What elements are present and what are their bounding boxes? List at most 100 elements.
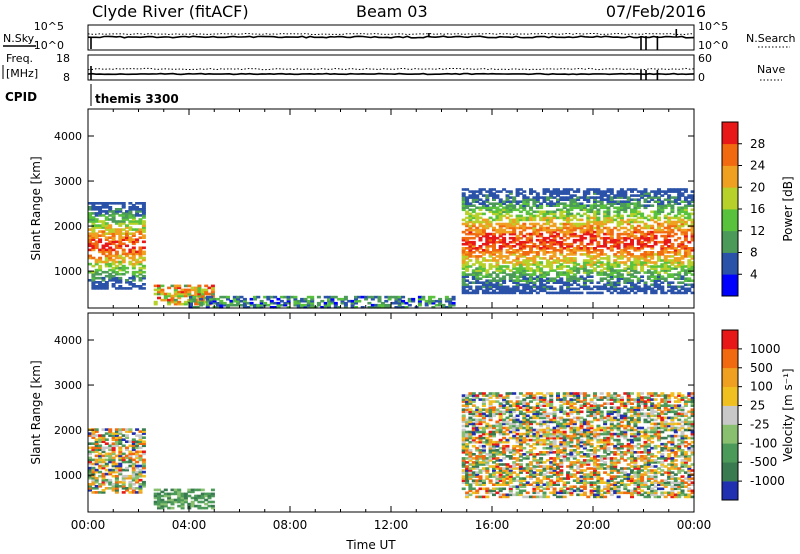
power-cell [630,198,634,201]
power-cell [529,263,533,266]
power-cell [545,212,550,216]
power-cell [562,283,567,287]
power-cell [209,301,214,305]
power-cell [495,240,500,244]
power-cell [475,214,480,218]
power-cell [518,224,523,228]
velocity-cell [566,422,571,426]
power-cell [643,251,648,254]
power-cell [556,259,560,262]
velocity-cell [94,476,99,480]
velocity-cell [121,444,126,448]
power-cell [687,216,692,220]
velocity-cell [549,463,554,466]
power-cell [582,267,587,270]
power-cell [138,287,143,290]
power-cell [562,216,567,220]
velocity-cell [582,404,587,407]
velocity-cell [173,488,178,492]
power-cell [468,287,473,291]
power-cell [104,250,109,254]
velocity-cell [173,498,178,502]
velocity-cell [535,402,540,405]
power-cell [687,271,692,274]
velocity-cell [180,492,185,496]
power-cell [562,192,567,195]
power-cell [141,258,146,262]
power-cell [616,269,621,272]
velocity-cell [518,444,523,448]
power-cell [603,245,608,248]
velocity-cell [505,432,510,436]
power-cell [545,198,550,201]
velocity-cell [114,436,119,439]
power-cell [114,244,119,248]
velocity-cell [468,489,473,493]
power-cell [582,208,587,212]
power-cell [643,291,648,295]
velocity-cell [542,477,547,480]
power-cell [111,214,116,217]
velocity-cell [101,491,106,494]
power-cell [643,287,648,291]
power-cell [660,190,665,193]
power-cell [522,198,527,201]
velocity-cell [88,468,92,472]
velocity-cell [599,467,604,470]
power-cell [562,234,567,238]
power-cell [535,198,540,201]
velocity-cell [566,459,571,462]
power-cell [569,198,574,201]
velocity-cell [461,398,466,401]
power-cell [599,257,604,260]
power-cell [108,214,113,217]
power-cell [266,295,271,299]
power-cell [488,283,493,287]
power-cell [135,240,140,244]
velocity-cell [518,422,523,426]
power-cell [535,265,540,268]
velocity-cell [545,459,550,462]
power-cell [417,301,422,305]
power-cell [653,242,658,246]
velocity-cell [131,452,136,456]
velocity-cell [596,467,601,470]
noise-spikes [90,29,678,50]
power-cell [522,208,527,212]
power-cell [643,263,648,266]
power-cell [498,222,503,226]
power-cell [91,279,96,282]
power-cell [596,242,601,246]
power-cell [498,283,503,287]
velocity-cell [552,469,557,472]
velocity-cell [111,468,116,472]
power-cell [663,214,668,218]
power-cell [468,242,473,246]
power-cell [690,230,695,234]
velocity-cell [478,398,483,401]
power-cell [488,279,493,282]
power-cell [616,291,621,295]
power-cell [428,295,432,299]
power-cell [121,248,126,252]
power-cell [532,210,537,214]
velocity-cell [593,392,597,395]
power-cell [249,297,254,301]
power-cell [643,283,648,287]
velocity-cell [525,430,530,434]
power-cell [481,265,486,268]
power-cell [576,283,581,287]
power-cell [619,269,624,272]
velocity-cell [535,398,540,401]
power-cell [586,204,591,207]
velocity-cell [518,481,523,484]
velocity-cell [485,461,490,464]
velocity-cell [98,440,103,443]
power-cell [475,275,480,278]
power-cell [589,210,594,214]
velocity-cell [131,466,136,470]
power-cell [640,214,645,218]
power-cell [572,232,577,236]
velocity-cell [131,474,136,478]
velocity-cell [101,480,106,484]
